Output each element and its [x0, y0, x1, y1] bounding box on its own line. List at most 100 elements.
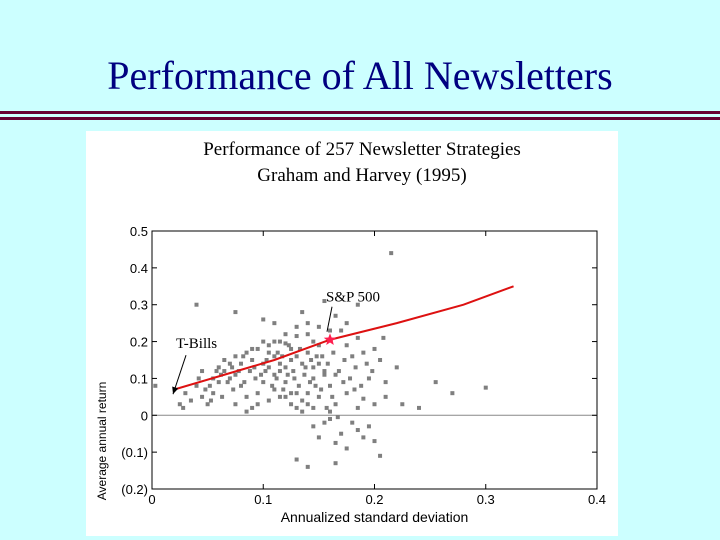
data-point — [325, 361, 330, 366]
data-point — [350, 420, 355, 425]
tbills-arrowhead — [172, 386, 179, 395]
data-point — [333, 402, 338, 407]
data-point — [305, 464, 310, 469]
data-point — [372, 346, 377, 351]
data-point — [350, 354, 355, 359]
data-point — [294, 457, 299, 462]
data-point — [370, 369, 375, 374]
sp500-label: S&P 500 — [326, 290, 380, 306]
data-point — [250, 358, 255, 362]
data-point — [216, 365, 221, 370]
data-point — [255, 346, 260, 351]
data-point — [372, 402, 377, 407]
data-points — [153, 251, 488, 469]
data-point — [383, 380, 388, 385]
data-point — [378, 358, 383, 362]
data-point — [296, 383, 301, 388]
data-point — [247, 369, 252, 374]
data-point — [433, 380, 438, 385]
data-point — [320, 354, 325, 359]
title-rule-top — [0, 111, 720, 114]
data-point — [252, 365, 257, 370]
data-point — [272, 387, 277, 392]
data-point — [220, 394, 225, 399]
x-tick-label: 0.3 — [477, 492, 495, 507]
data-point — [328, 328, 332, 333]
data-point — [355, 302, 360, 307]
data-point — [361, 350, 366, 355]
data-point — [196, 376, 201, 381]
data-point — [207, 383, 212, 388]
data-point — [294, 354, 299, 359]
y-tick-label: 0.2 — [130, 335, 148, 350]
data-point — [266, 343, 271, 348]
data-point — [333, 372, 338, 377]
data-point — [328, 383, 332, 388]
data-point — [233, 310, 238, 315]
data-point — [294, 334, 299, 339]
title-rule-bottom — [0, 117, 720, 120]
data-point — [289, 391, 294, 396]
y-tick-label: 0 — [141, 408, 148, 423]
scatter-chart: Performance of 257 Newsletter Strategies… — [95, 139, 606, 525]
data-point — [328, 409, 332, 414]
data-point — [283, 380, 288, 385]
data-point — [344, 343, 349, 348]
data-point — [316, 361, 321, 366]
data-point — [355, 335, 360, 340]
data-point — [342, 358, 347, 362]
data-point — [300, 361, 305, 366]
data-point — [339, 328, 344, 333]
data-point — [183, 391, 188, 396]
data-point — [261, 380, 266, 385]
data-point — [230, 365, 235, 370]
data-point — [289, 402, 294, 407]
data-point — [261, 339, 266, 344]
data-point — [203, 387, 208, 392]
data-point — [313, 383, 318, 388]
data-point — [233, 372, 238, 377]
data-point — [483, 385, 488, 390]
data-point — [316, 324, 321, 329]
y-tick-label: 0.1 — [130, 371, 148, 386]
data-point — [316, 394, 321, 399]
data-point — [205, 402, 210, 407]
data-point — [366, 376, 371, 381]
data-point — [264, 358, 269, 362]
data-point — [335, 415, 340, 420]
data-point — [292, 376, 297, 381]
data-point — [400, 402, 405, 407]
data-point — [319, 387, 324, 392]
x-tick-label: 0.2 — [365, 492, 383, 507]
data-point — [353, 365, 358, 370]
data-point — [266, 365, 271, 370]
data-point — [283, 341, 288, 346]
data-point — [211, 391, 216, 396]
data-point — [352, 387, 357, 392]
sp500-star-marker — [323, 333, 337, 345]
data-point — [294, 391, 299, 396]
data-point — [333, 440, 338, 445]
data-point — [194, 302, 199, 307]
data-point — [331, 350, 336, 355]
data-point — [336, 369, 341, 374]
data-point — [208, 398, 213, 403]
data-point — [305, 332, 310, 337]
data-point — [348, 376, 353, 381]
data-point — [355, 405, 360, 410]
data-point — [366, 424, 371, 429]
data-point — [277, 361, 282, 366]
data-point — [314, 354, 319, 359]
data-point — [316, 343, 321, 348]
chart-panel: Performance of 257 Newsletter Strategies… — [86, 131, 618, 536]
data-point — [333, 461, 338, 466]
data-point — [330, 394, 335, 399]
chart-subtitle: Graham and Harvey (1995) — [257, 165, 466, 186]
sp500-pointer — [326, 306, 333, 332]
data-point — [200, 369, 205, 374]
data-point — [283, 332, 288, 337]
data-point — [277, 339, 282, 344]
data-point — [231, 387, 236, 392]
data-point — [300, 310, 305, 315]
x-tick-label: 0.1 — [254, 492, 272, 507]
